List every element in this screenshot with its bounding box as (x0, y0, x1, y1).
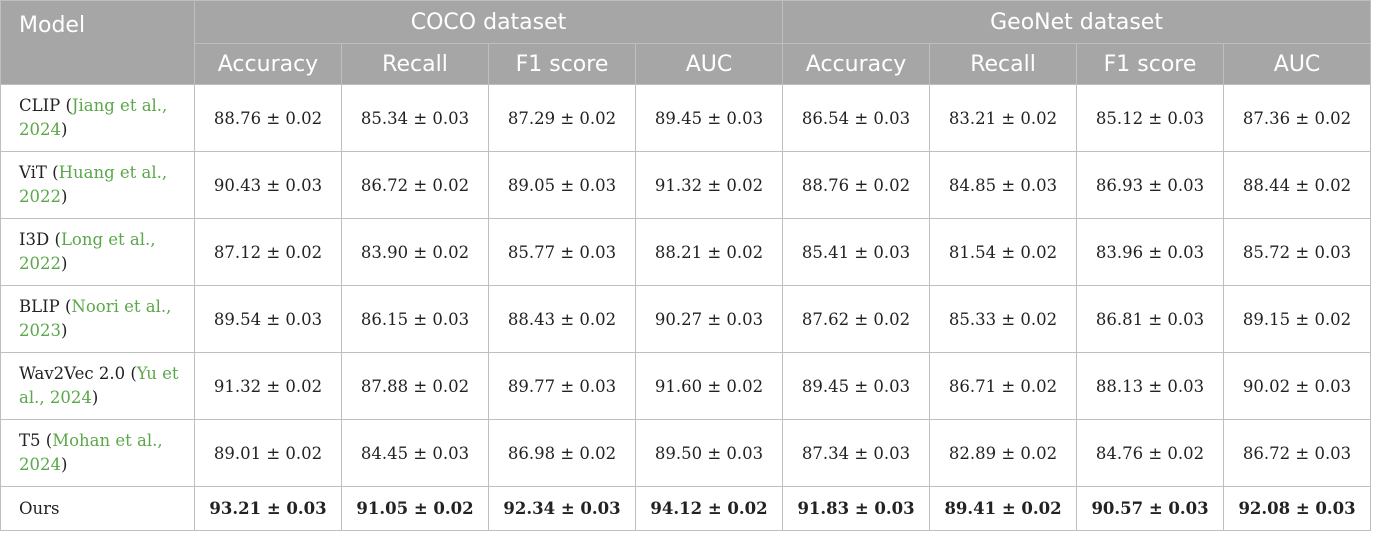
metric-value-cell: 87.34 ± 0.03 (782, 419, 931, 487)
metric-value-cell: 89.01 ± 0.02 (194, 419, 342, 487)
table-row: CLIP (Jiang et al., 2024) 88.76 ± 0.02 85.… (0, 84, 1372, 152)
metric-value-cell: 91.60 ± 0.02 (634, 352, 784, 420)
metric-value-cell: 84.85 ± 0.03 (929, 151, 1078, 219)
model-name-cell: Ours (0, 486, 195, 531)
table-row: Ours 93.21 ± 0.03 91.05 ± 0.02 92.34 ± 0.03… (0, 486, 1372, 531)
metric-value-cell: 89.45 ± 0.03 (782, 352, 931, 420)
metric-value-cell: 84.45 ± 0.03 (341, 419, 489, 487)
model-name: Wav2Vec 2.0 (19, 364, 126, 383)
model-name: CLIP (19, 96, 61, 115)
results-table: Model COCO dataset GeoNet dataset Accura… (0, 0, 1372, 531)
metric-value-cell: 85.34 ± 0.03 (341, 84, 489, 152)
metric-value-cell: 86.72 ± 0.03 (1223, 419, 1372, 487)
metric-value-cell: 89.50 ± 0.03 (634, 419, 784, 487)
table-row: BLIP (Noori et al., 2023) 89.54 ± 0.03 86.… (0, 285, 1372, 353)
metric-value-cell: 90.27 ± 0.03 (634, 285, 784, 353)
citation-link[interactable]: Jiang et al., 2024 (19, 96, 168, 139)
model-name: BLIP (19, 297, 60, 316)
metric-header-coco-accuracy: Accuracy (194, 43, 342, 85)
coco-group-header: COCO dataset (193, 0, 784, 44)
model-name-cell: CLIP (Jiang et al., 2024) (0, 84, 195, 152)
metric-value-cell: 87.62 ± 0.02 (782, 285, 931, 353)
metric-header-geonet-recall: Recall (929, 43, 1078, 85)
metric-value-cell: 91.83 ± 0.03 (782, 486, 931, 531)
metric-header-coco-f1: F1 score (488, 43, 636, 85)
metric-value-cell: 87.29 ± 0.02 (488, 84, 636, 152)
metric-value-cell: 91.05 ± 0.02 (341, 486, 489, 531)
model-name: T5 (19, 431, 41, 450)
model-name-cell: Wav2Vec 2.0 (Yu et al., 2024) (0, 352, 195, 420)
citation-link[interactable]: Huang et al., 2022 (19, 163, 168, 206)
metric-value-cell: 91.32 ± 0.02 (634, 151, 784, 219)
model-name-cell: BLIP (Noori et al., 2023) (0, 285, 195, 353)
geonet-group-header: GeoNet dataset (782, 0, 1372, 44)
metric-value-cell: 87.88 ± 0.02 (341, 352, 489, 420)
metric-value-cell: 86.93 ± 0.03 (1076, 151, 1225, 219)
metric-value-cell: 88.13 ± 0.03 (1076, 352, 1225, 420)
metric-value-cell: 81.54 ± 0.02 (929, 218, 1078, 286)
table-body: CLIP (Jiang et al., 2024) 88.76 ± 0.02 85.… (0, 84, 1372, 531)
model-name-cell: I3D (Long et al., 2022) (0, 218, 195, 286)
table-row: T5 (Mohan et al., 2024) 89.01 ± 0.02 84.45… (0, 419, 1372, 487)
metric-value-cell: 89.15 ± 0.02 (1223, 285, 1372, 353)
metric-header-coco-auc: AUC (634, 43, 784, 85)
metric-value-cell: 89.41 ± 0.02 (929, 486, 1078, 531)
citation-link[interactable]: Mohan et al., 2024 (19, 431, 163, 474)
metric-value-cell: 86.72 ± 0.02 (341, 151, 489, 219)
metric-value-cell: 89.45 ± 0.03 (634, 84, 784, 152)
citation-link[interactable]: Yu et al., 2024 (19, 364, 179, 407)
metric-value-cell: 85.12 ± 0.03 (1076, 84, 1225, 152)
metric-value-cell: 83.90 ± 0.02 (341, 218, 489, 286)
metric-value-cell: 85.77 ± 0.03 (488, 218, 636, 286)
metric-header-coco-recall: Recall (341, 43, 489, 85)
table-row: I3D (Long et al., 2022) 87.12 ± 0.02 83.90… (0, 218, 1372, 286)
metric-value-cell: 84.76 ± 0.02 (1076, 419, 1225, 487)
metric-value-cell: 90.43 ± 0.03 (194, 151, 342, 219)
metric-value-cell: 86.71 ± 0.02 (929, 352, 1078, 420)
model-name: Ours (19, 498, 60, 518)
metric-value-cell: 88.76 ± 0.02 (194, 84, 342, 152)
metric-value-cell: 83.21 ± 0.02 (929, 84, 1078, 152)
metric-header-geonet-accuracy: Accuracy (782, 43, 931, 85)
metric-value-cell: 85.41 ± 0.03 (782, 218, 931, 286)
metric-value-cell: 87.12 ± 0.02 (194, 218, 342, 286)
metric-value-cell: 88.44 ± 0.02 (1223, 151, 1372, 219)
metric-header-geonet-f1: F1 score (1076, 43, 1225, 85)
metric-value-cell: 85.33 ± 0.02 (929, 285, 1078, 353)
table-header: Model COCO dataset GeoNet dataset Accura… (0, 0, 1372, 85)
metric-value-cell: 86.54 ± 0.03 (782, 84, 931, 152)
citation-link[interactable]: Long et al., 2022 (19, 230, 156, 273)
metric-value-cell: 91.32 ± 0.02 (194, 352, 342, 420)
citation-link[interactable]: Noori et al., 2023 (19, 297, 172, 340)
metric-value-cell: 92.08 ± 0.03 (1223, 486, 1372, 531)
model-name: ViT (19, 163, 47, 182)
metric-value-cell: 86.15 ± 0.03 (341, 285, 489, 353)
metric-value-cell: 86.81 ± 0.03 (1076, 285, 1225, 353)
metric-value-cell: 88.21 ± 0.02 (634, 218, 784, 286)
metric-value-cell: 92.34 ± 0.03 (488, 486, 636, 531)
metric-value-cell: 89.77 ± 0.03 (488, 352, 636, 420)
table-row: Wav2Vec 2.0 (Yu et al., 2024) 91.32 ± 0.0… (0, 352, 1372, 420)
model-column-header: Model (0, 0, 195, 85)
metric-value-cell: 90.57 ± 0.03 (1076, 486, 1225, 531)
metric-value-cell: 87.36 ± 0.02 (1223, 84, 1372, 152)
metric-value-cell: 82.89 ± 0.02 (929, 419, 1078, 487)
model-name-cell: ViT (Huang et al., 2022) (0, 151, 195, 219)
metric-header-geonet-auc: AUC (1223, 43, 1372, 85)
metric-value-cell: 94.12 ± 0.02 (634, 486, 784, 531)
metric-value-cell: 90.02 ± 0.03 (1223, 352, 1372, 420)
metric-value-cell: 83.96 ± 0.03 (1076, 218, 1225, 286)
metric-value-cell: 93.21 ± 0.03 (194, 486, 342, 531)
metric-value-cell: 89.54 ± 0.03 (194, 285, 342, 353)
metric-value-cell: 89.05 ± 0.03 (488, 151, 636, 219)
metric-value-cell: 86.98 ± 0.02 (488, 419, 636, 487)
metric-value-cell: 88.43 ± 0.02 (488, 285, 636, 353)
model-name-cell: T5 (Mohan et al., 2024) (0, 419, 195, 487)
model-name: I3D (19, 230, 50, 249)
metric-value-cell: 85.72 ± 0.03 (1223, 218, 1372, 286)
table-row: ViT (Huang et al., 2022) 90.43 ± 0.03 86.7… (0, 151, 1372, 219)
metric-value-cell: 88.76 ± 0.02 (782, 151, 931, 219)
